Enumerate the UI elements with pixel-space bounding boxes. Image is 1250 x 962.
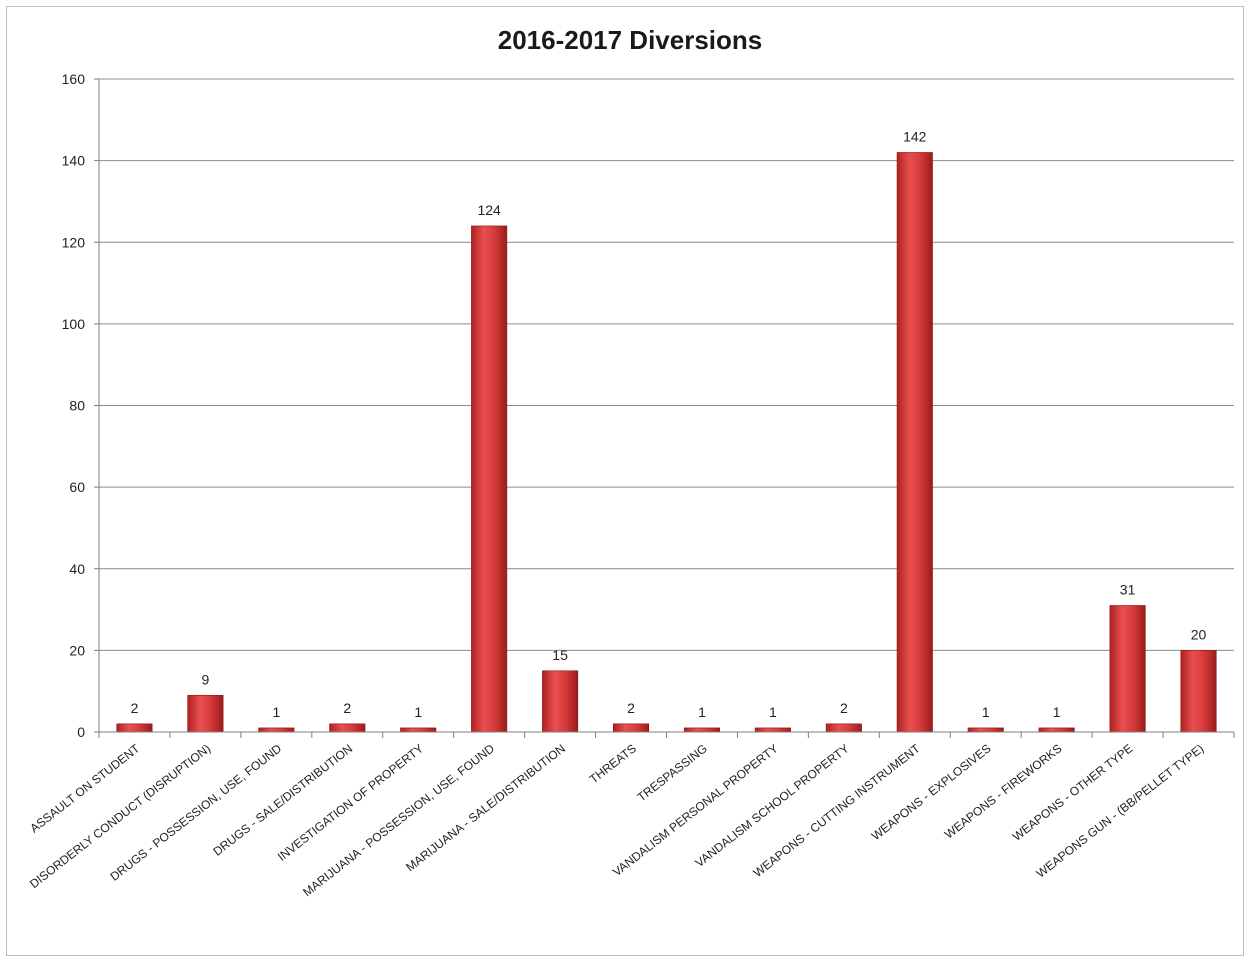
gridlines [99,78,1234,651]
y-axis-ticks: 0 20 40 60 80 100 120 140 160 [62,71,99,740]
bar [471,225,508,733]
data-label: 2 [840,700,848,716]
bar [825,723,862,733]
data-label: 1 [982,704,990,720]
bar [1038,727,1075,733]
bar [116,723,153,733]
y-tick-label: 0 [77,724,85,740]
data-label: 1 [698,704,706,720]
bar [896,152,933,733]
y-tick-label: 100 [62,316,86,332]
data-label: 142 [903,128,927,144]
bar [754,727,791,733]
data-label: 2 [627,700,635,716]
category-label: WEAPONS - EXPLOSIVES [869,741,994,843]
data-label: 1 [272,704,280,720]
bar [400,727,437,733]
bar [329,723,366,733]
category-label: VANDALISM SCHOOL PROPERTY [692,741,851,870]
bar [542,670,579,733]
data-label: 1 [1053,704,1061,720]
category-label: WEAPONS - OTHER TYPE [1010,741,1136,843]
category-label: THREATS [587,741,639,786]
axes [98,79,1235,738]
bars [116,152,1217,733]
y-tick-label: 40 [69,561,85,577]
bar [967,727,1004,733]
y-tick-label: 60 [69,479,85,495]
chart-title: 2016-2017 Diversions [498,25,763,55]
data-label: 15 [552,647,568,663]
y-tick-label: 20 [69,642,85,658]
data-labels: 2 9 1 2 1 124 15 2 1 1 2 142 1 1 31 20 [131,128,1207,719]
data-label: 2 [131,700,139,716]
category-label: INVESTIGATION OF PROPERTY [275,741,426,863]
y-tick-label: 120 [62,234,86,250]
bar [1180,650,1217,733]
category-label: MARIJUANA - SALE/DISTRIBUTION [403,741,568,874]
data-label: 124 [477,202,501,218]
data-label: 20 [1191,626,1207,642]
chart-frame [6,6,1244,956]
y-tick-label: 80 [69,398,85,414]
bar [1109,605,1146,733]
bar [612,723,650,733]
data-label: 1 [414,704,422,720]
y-tick-label: 140 [62,153,86,169]
bar [258,727,295,733]
data-label: 2 [343,700,351,716]
y-tick-label: 160 [62,71,86,87]
category-label: TRESPASSING [635,741,710,804]
category-label: DRUGS - SALE/DISTRIBUTION [210,741,355,858]
data-label: 31 [1120,581,1136,597]
bar [187,694,224,733]
category-label: ASSAULT ON STUDENT [27,741,142,836]
data-label: 9 [202,671,210,687]
bar [683,727,721,733]
data-label: 1 [769,704,777,720]
category-label: WEAPONS - FIREWORKS [942,741,1065,841]
